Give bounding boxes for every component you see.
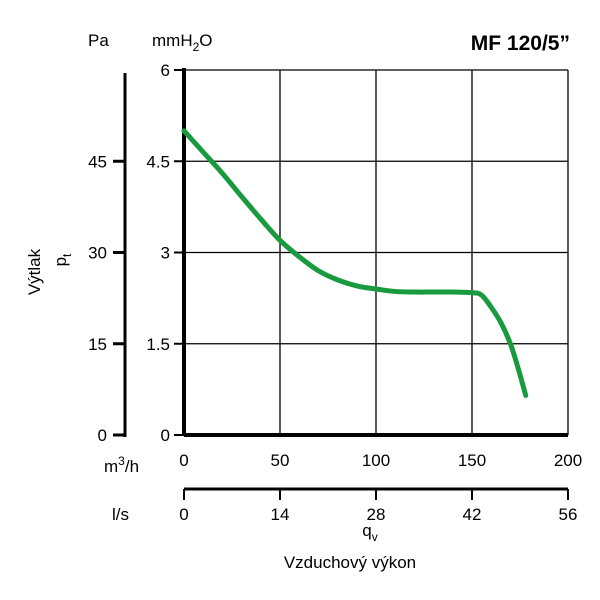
x-tick-label-m3h: 150 [458,451,486,470]
m3h-unit-sup: 3 [118,454,125,468]
mmh2o-unit-label: mmH2O [152,31,213,54]
x-axis-title: Vzduchový výkon [284,553,416,572]
y-axis-symbol-sub: t [60,253,74,257]
ls-unit-label: l/s [112,505,129,524]
y-axis-title: Výtlak [25,248,44,295]
x-tick-label-ls: 14 [271,505,290,524]
x-tick-label-m3h: 50 [271,451,290,470]
y-tick-label-pa: 15 [88,335,107,354]
y-tick-label-pa: 0 [98,426,107,445]
x-tick-label-m3h: 100 [362,451,390,470]
series-line [181,128,529,398]
x-tick-label-m3h: 200 [554,451,582,470]
m3h-unit-end: /h [125,457,139,476]
y-axis-symbol: pt [51,253,74,266]
mmh2o-unit-sub: 2 [193,40,200,54]
y-tick-label-mmh2o: 3 [161,244,170,263]
x-tick-label-ls: 56 [559,505,578,524]
x-tick-label-m3h: 0 [179,451,188,470]
y-tick-label-mmh2o: 0 [161,426,170,445]
chart-title: MF 120/5” [471,32,570,55]
mmh2o-unit-end: O [199,31,212,50]
mmh2o-unit-base: mmH [152,31,193,50]
m3h-unit-label: m3/h [104,454,139,476]
y-tick-label-pa: 45 [88,152,107,171]
y-tick-label-mmh2o: 6 [161,61,170,80]
ls-axis-ticks: 0 14 28 42 56 [179,489,577,524]
x-axis-symbol: qv [362,521,377,544]
y-tick-label-mmh2o: 1.5 [146,335,170,354]
pa-unit-label: Pa [88,31,109,50]
x-axis-symbol-base: q [362,521,371,540]
x-tick-label-ls: 42 [463,505,482,524]
y-tick-label-mmh2o: 4.5 [146,152,170,171]
y-tick-label-pa: 30 [88,244,107,263]
main-axis-ticks: 0 50 100 150 200 0 1.5 3 4.5 6 [146,61,582,470]
x-tick-label-ls: 28 [367,505,386,524]
m3h-unit-base: m [104,457,118,476]
grid [182,68,569,437]
y-axis-symbol-base: p [51,257,70,266]
pa-axis-ticks: 0 15 30 45 [88,152,125,445]
x-axis-symbol-sub: v [372,530,378,544]
x-tick-label-ls: 0 [179,505,188,524]
